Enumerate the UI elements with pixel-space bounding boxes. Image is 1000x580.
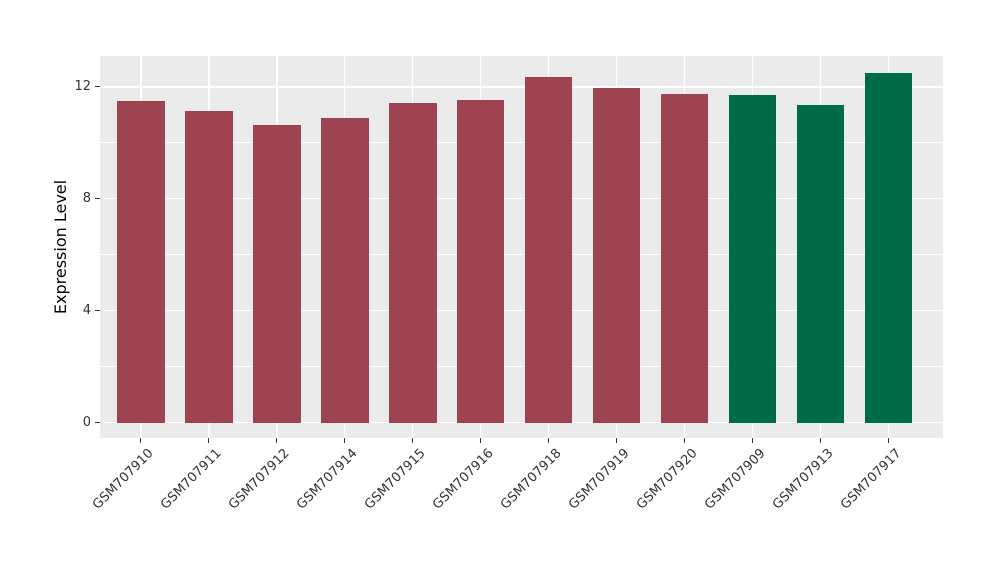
- bar-GSM707919: [592, 88, 641, 423]
- bar-GSM707916: [456, 100, 505, 423]
- y-tick-label-4: 4: [82, 302, 91, 318]
- major-gridline-12: [100, 86, 943, 88]
- minor-gridline-10: [100, 142, 943, 144]
- x-tick-mark-GSM707912: [276, 438, 278, 443]
- y-tick-mark-4: [95, 310, 100, 312]
- major-gridline-4: [100, 309, 943, 312]
- minor-gridline-6: [100, 254, 943, 256]
- bar-GSM707915: [388, 103, 437, 423]
- x-tick-mark-GSM707910: [140, 438, 142, 443]
- x-tick-mark-GSM707916: [480, 438, 482, 443]
- y-tick-label-0: 0: [82, 414, 91, 430]
- y-tick-label-12: 12: [74, 78, 91, 94]
- y-axis-title: Expression Level: [51, 179, 70, 315]
- bar-GSM707909: [728, 94, 777, 423]
- x-tick-mark-GSM707919: [616, 438, 618, 443]
- bar-GSM707910: [116, 101, 165, 423]
- bar-GSM707914: [320, 118, 369, 423]
- y-tick-mark-12: [95, 86, 100, 88]
- bar-GSM707913: [796, 104, 845, 423]
- x-tick-mark-GSM707911: [208, 438, 210, 443]
- major-gridline-0: [100, 421, 943, 424]
- x-tick-mark-GSM707920: [684, 438, 686, 443]
- y-tick-mark-0: [95, 422, 100, 424]
- x-tick-mark-GSM707915: [412, 438, 414, 443]
- bar-GSM707918: [524, 76, 573, 423]
- plot-panel: [100, 56, 943, 438]
- bar-GSM707912: [252, 125, 301, 423]
- bar-GSM707920: [660, 93, 709, 423]
- y-tick-label-8: 8: [82, 190, 91, 206]
- x-tick-mark-GSM707918: [548, 438, 550, 443]
- major-gridline-8: [100, 197, 943, 200]
- x-tick-label-GSM707910: GSM707910: [89, 446, 157, 513]
- x-tick-mark-GSM707909: [752, 438, 754, 443]
- bar-GSM707911: [184, 110, 233, 423]
- x-tick-mark-GSM707917: [888, 438, 890, 443]
- y-tick-mark-8: [95, 198, 100, 200]
- x-tick-mark-GSM707914: [344, 438, 346, 443]
- minor-gridline-2: [100, 366, 943, 368]
- x-tick-mark-GSM707913: [820, 438, 822, 443]
- bar-GSM707917: [864, 73, 913, 423]
